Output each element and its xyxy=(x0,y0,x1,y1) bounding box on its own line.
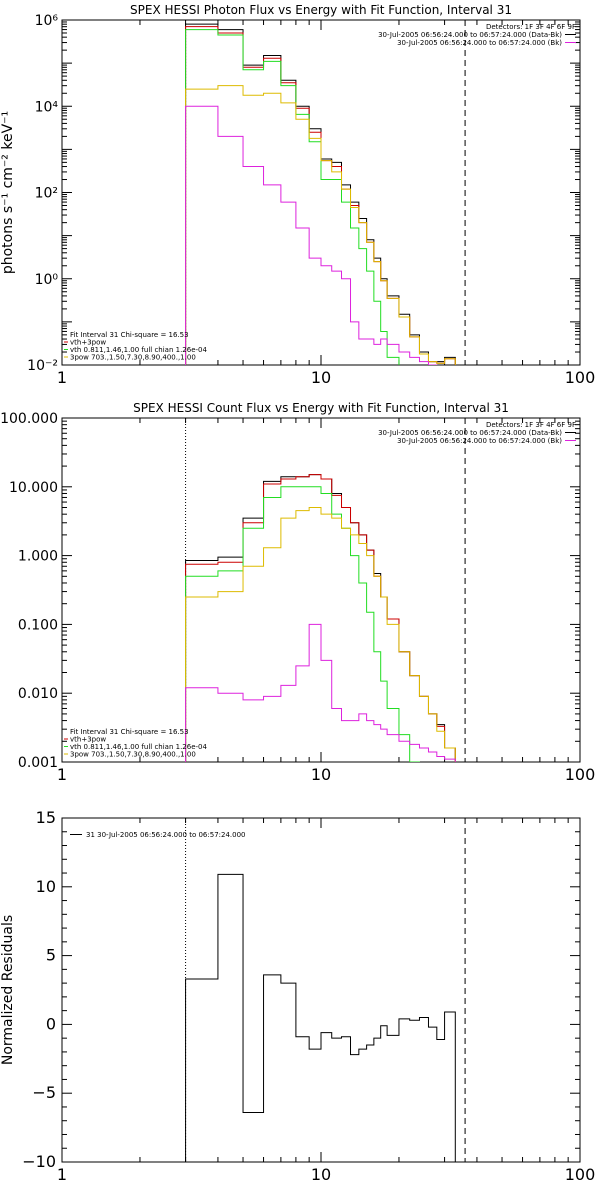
plot-frame xyxy=(61,19,581,366)
x-tick-label: 1 xyxy=(57,368,67,387)
detectors-label: Detectors: 1F 3F 4F 6F 9F xyxy=(486,421,576,429)
y-tick-label: −10 xyxy=(22,1152,56,1171)
series-data-bk xyxy=(185,474,456,762)
plot-frame xyxy=(61,817,581,1163)
y-axis-label: Normalized Residuals xyxy=(0,915,16,1065)
y-tick-label: 10⁻² xyxy=(27,358,58,374)
panel-1: SPEX HESSI Photon Flux vs Energy with Fi… xyxy=(0,3,595,387)
series-vth xyxy=(185,486,420,762)
x-tick-label: 100 xyxy=(565,765,596,784)
series-vth xyxy=(185,29,400,365)
y-tick-label: 0.100 xyxy=(18,617,58,633)
x-tick-label: 100 xyxy=(565,368,596,387)
legend-right-entry: 30-Jul-2005 06:56:24.000 to 06:57:24.000… xyxy=(378,429,562,437)
x-tick-label: 100 xyxy=(565,1165,596,1184)
y-tick-label: 10⁴ xyxy=(35,99,59,115)
series-vth-3pow xyxy=(185,26,456,365)
panel-2: SPEX HESSI Count Flux vs Energy with Fit… xyxy=(0,401,595,784)
plot-frame xyxy=(61,417,581,763)
legend-left-entry: vth 0.811,1.46,1.00 full chian 1.26e-04 xyxy=(70,743,208,751)
y-tick-label: 0.010 xyxy=(18,686,58,702)
legend-right-entry: 30-Jul-2005 06:56:24.000 to 06:57:24.000… xyxy=(397,437,562,445)
legend-right-entry: 30-Jul-2005 06:56:24.000 to 06:57:24.000… xyxy=(397,39,562,47)
legend-left-entry: 3pow 703.,1.50,7.30,8.90,400.,1.00 xyxy=(70,354,196,362)
chart-title: SPEX HESSI Count Flux vs Energy with Fit… xyxy=(133,401,509,415)
plot-area xyxy=(185,474,456,762)
y-tick-label: 10 xyxy=(36,877,56,896)
series-bk xyxy=(185,105,438,365)
y-tick-label: 10⁰ xyxy=(35,272,59,288)
y-axis-label: photons s⁻¹ cm⁻² keV⁻¹ xyxy=(0,111,16,274)
x-tick-label: 10 xyxy=(311,765,331,784)
y-tick-label: 10² xyxy=(35,186,58,202)
legend-left-entry: Fit Interval 31 Chi-square = 16.53 xyxy=(70,728,189,736)
x-tick-label: 1 xyxy=(57,1165,67,1184)
chart-title: SPEX HESSI Photon Flux vs Energy with Fi… xyxy=(130,3,512,17)
plot-area xyxy=(185,873,456,1162)
x-tick-label: 10 xyxy=(311,1165,331,1184)
y-tick-label: 0 xyxy=(46,1014,56,1033)
series-vth-3pow xyxy=(185,474,456,762)
x-tick-label: 10 xyxy=(311,368,331,387)
legend-left-entry: Fit Interval 31 Chi-square = 16.53 xyxy=(70,331,189,339)
panel-3: 1 10 100 15 10 5 0 −5 −10 Normalized Residuals 31 … xyxy=(0,808,595,1184)
legend-left-entry: vth+3pow xyxy=(70,736,106,744)
legend-left-entry: 3pow 703.,1.50,7.30,8.90,400.,1.00 xyxy=(70,751,196,759)
series-3pow xyxy=(185,85,456,365)
y-tick-label: 5 xyxy=(46,946,56,965)
x-tick-label: 1 xyxy=(57,765,67,784)
series-data-bk xyxy=(185,23,456,365)
series-residuals xyxy=(185,873,456,1162)
y-tick-label: −5 xyxy=(32,1083,56,1102)
series-3pow xyxy=(185,507,456,762)
series-bk xyxy=(185,623,456,762)
y-tick-label: 15 xyxy=(36,808,56,827)
y-tick-label: 100.000 xyxy=(0,411,58,427)
plot-area xyxy=(185,23,456,365)
legend-left-entry: vth 0.811,1.46,1.00 full chian 1.26e-04 xyxy=(70,346,208,354)
y-tick-label: 10.000 xyxy=(9,480,58,496)
legend-right-entry: 30-Jul-2005 06:56:24.000 to 06:57:24.000… xyxy=(378,31,562,39)
y-tick-label: 0.001 xyxy=(18,755,58,771)
y-tick-label: 10⁶ xyxy=(35,13,59,29)
y-tick-label: 1.000 xyxy=(18,549,58,565)
legend-left-entry: vth+3pow xyxy=(70,339,106,347)
detectors-label: Detectors: 1F 3F 4F 6F 9F xyxy=(486,23,576,31)
legend-entry: 31 30-Jul-2005 06:56:24.000 to 06:57:24.… xyxy=(86,831,246,839)
